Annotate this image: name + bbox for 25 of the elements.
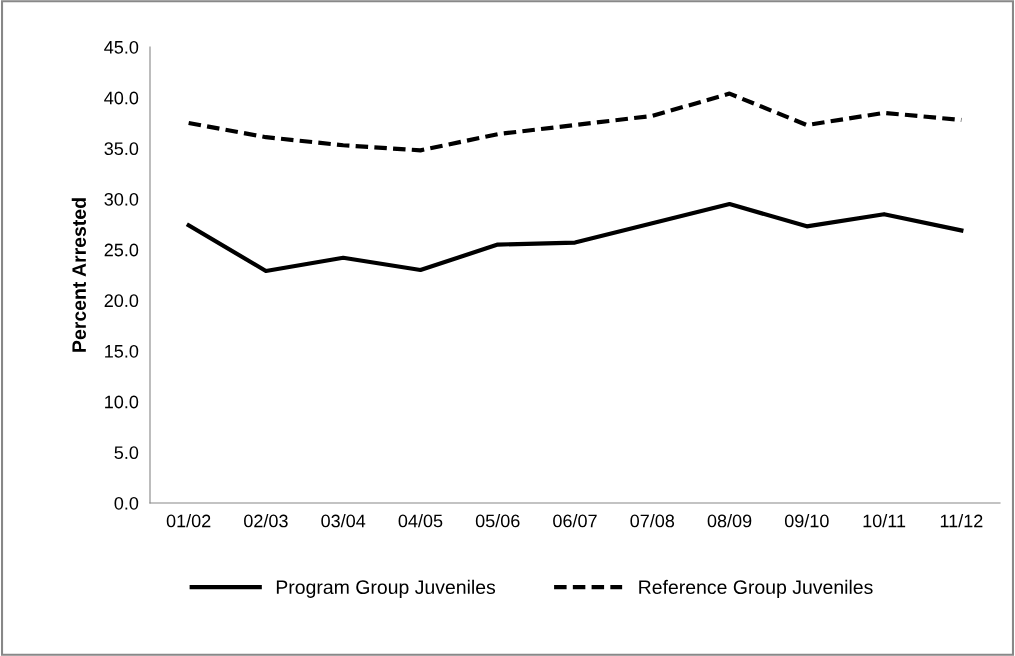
y-tick-label: 10.0 xyxy=(105,395,139,409)
line-series xyxy=(186,201,964,274)
y-tick-label: 35.0 xyxy=(104,142,139,156)
x-tick-label: 03/04 xyxy=(321,514,366,528)
x-tick-label: 04/05 xyxy=(398,514,443,528)
x-tick-label: 07/08 xyxy=(630,514,675,528)
x-tick-label: 01/02 xyxy=(166,514,211,528)
x-tick-label: 11/12 xyxy=(940,514,983,528)
y-tick-label: 25.0 xyxy=(104,243,139,257)
y-tick-label: 45.0 xyxy=(104,40,139,54)
y-tick-label: 15.0 xyxy=(105,344,139,358)
x-tick-label: 10/11 xyxy=(863,514,906,528)
x-tick-label: 08/09 xyxy=(707,514,752,528)
legend-label: Reference Group Juveniles xyxy=(639,579,873,598)
x-tick-label: 06/07 xyxy=(553,514,597,528)
y-tick-label: 40.0 xyxy=(104,91,139,105)
y-axis-title: Percent Arrested xyxy=(71,198,87,352)
y-tick-label: 20.0 xyxy=(104,294,139,308)
x-tick-label: 02/03 xyxy=(244,514,288,528)
y-tick-label: 5.0 xyxy=(114,446,139,460)
legend-label: Program Group Juveniles xyxy=(276,579,496,598)
y-tick-label: 30.0 xyxy=(104,192,139,206)
y-tick-label: 0.0 xyxy=(114,496,139,510)
x-tick-label: 05/06 xyxy=(475,514,520,528)
x-tick-label: 09/10 xyxy=(784,514,829,528)
